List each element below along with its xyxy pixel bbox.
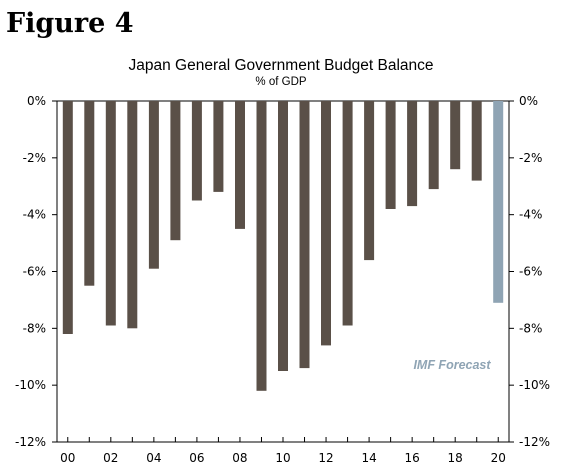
bar-01 (84, 101, 95, 286)
bar-00 (62, 101, 73, 334)
y-tick-label-right: -2% (519, 151, 542, 165)
bar-08 (235, 101, 245, 229)
y-tick-label-left: -4% (23, 208, 46, 222)
axes-group: 0% 0% -2% -2% -4% -4% -6% -6% -8% -8% -10% -10% -12%… (15, 94, 550, 465)
bar-03 (127, 101, 138, 329)
x-tick-label-04: 04 (146, 451, 161, 465)
bar-05 (170, 101, 181, 241)
chart-title: Japan General Government Budget Balance (128, 57, 433, 74)
x-tick-label-02: 02 (103, 451, 118, 465)
y-tick-label-right: -12% (519, 435, 550, 449)
y-tick-label-right: -6% (519, 265, 542, 279)
y-tick-label-right: -8% (519, 321, 542, 335)
y-tick-label-left: -12% (15, 435, 46, 449)
bar-18 (450, 101, 461, 170)
x-tick-label-06: 06 (189, 451, 204, 465)
bars-group (62, 101, 504, 391)
bar-09 (256, 101, 267, 391)
bar-07 (213, 101, 224, 192)
y-tick-label-left: -2% (23, 151, 46, 165)
x-tick-label-08: 08 (232, 451, 247, 465)
bar-19 (471, 101, 482, 181)
y-tick-label-right: -10% (519, 378, 550, 392)
bar-10 (278, 101, 288, 371)
figure-label: Figure 4 (6, 8, 134, 39)
y-tick-label-left: -6% (23, 265, 46, 279)
x-tick-label-10: 10 (275, 451, 290, 465)
forecast-annotation: IMF Forecast (413, 358, 491, 372)
bar-14 (364, 101, 375, 261)
x-tick-label-18: 18 (448, 451, 463, 465)
bar-20 (493, 101, 504, 303)
chart-subtitle: % of GDP (255, 76, 306, 88)
y-tick-label-right: -4% (519, 208, 542, 222)
x-tick-label-12: 12 (318, 451, 333, 465)
x-tick-label-00: 00 (60, 451, 75, 465)
bar-15 (385, 101, 396, 209)
bar-16 (407, 101, 418, 207)
bar-17 (428, 101, 439, 190)
bar-12 (321, 101, 331, 346)
x-tick-label-16: 16 (405, 451, 420, 465)
bar-13 (342, 101, 353, 326)
bar-11 (299, 101, 310, 369)
y-tick-label-right: 0% (519, 94, 538, 108)
x-tick-label-14: 14 (361, 451, 376, 465)
x-tick-label-20: 20 (491, 451, 506, 465)
bar-02 (105, 101, 116, 326)
bar-04 (148, 101, 159, 269)
y-tick-label-left: 0% (27, 94, 46, 108)
y-tick-label-left: -8% (23, 321, 46, 335)
y-tick-label-left: -10% (15, 378, 46, 392)
bar-06 (191, 101, 202, 201)
